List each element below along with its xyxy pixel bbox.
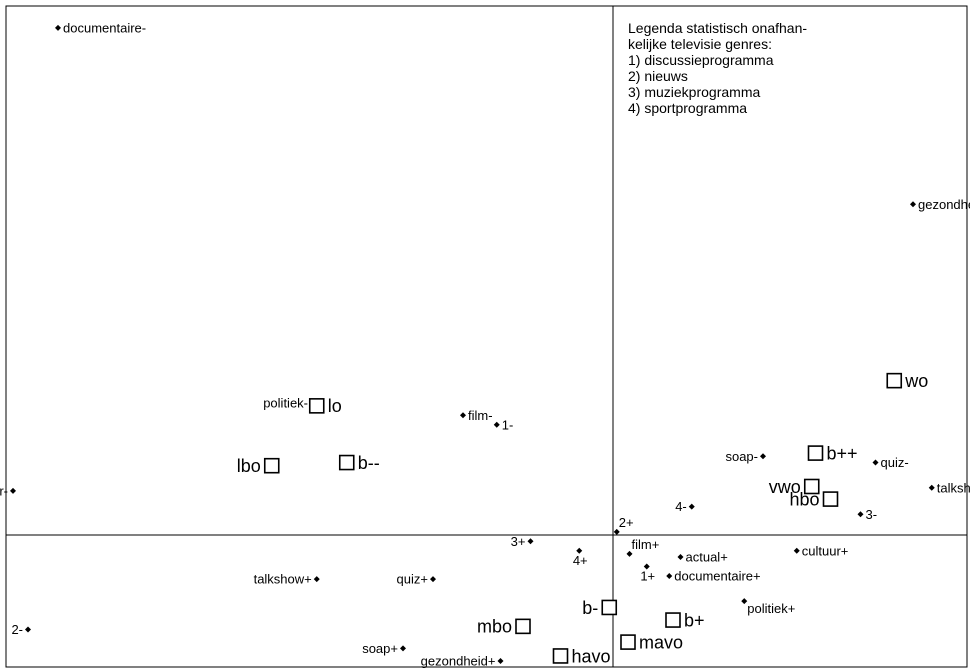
point-label-lbo: lbo xyxy=(237,456,261,476)
diamond-marker-2plus xyxy=(613,528,620,535)
point-label-hbo: hbo xyxy=(789,489,819,509)
point-label-3minus: 3- xyxy=(866,507,878,522)
point-label-bminusminus: b-- xyxy=(358,453,380,473)
point-label-talkshowminus: talkshow- xyxy=(937,480,970,495)
diamond-marker-talkshowminus xyxy=(928,484,935,491)
square-marker-wo xyxy=(886,372,903,389)
square-marker-havo xyxy=(552,648,569,664)
diamond-marker-quizplus xyxy=(430,576,436,583)
legend-line-3: 1) discussieprogramma xyxy=(628,52,774,68)
point-label-quizplus: quiz+ xyxy=(397,572,428,587)
point-label-vwo: vwo xyxy=(769,477,801,497)
point-label-filmminus: film- xyxy=(468,408,493,423)
point-label-2minus: 2- xyxy=(11,622,23,637)
point-label-soapplus: soap+ xyxy=(362,641,398,656)
point-label-filmplus: film+ xyxy=(632,537,660,552)
diamond-marker-documentaireminus xyxy=(55,24,61,31)
legend-line-1: Legenda statistisch onafhan- xyxy=(628,20,808,36)
legend-line-6: 4) sportprogramma xyxy=(628,100,748,116)
square-marker-hbo xyxy=(822,491,839,507)
point-label-cultuurplus: cultuur+ xyxy=(802,543,849,558)
point-label-4plus: 4+ xyxy=(573,553,588,568)
point-label-documentaireplus: documentaire+ xyxy=(674,569,760,584)
point-label-politiekplus: politiek+ xyxy=(747,601,795,616)
diamond-marker-1minus xyxy=(493,421,500,428)
point-label-4minus: 4- xyxy=(675,499,687,514)
diamond-marker-documentaireplus xyxy=(666,572,673,579)
point-label-3plus: 3+ xyxy=(511,534,526,549)
square-marker-bminus xyxy=(601,599,618,616)
point-label-2plus: 2+ xyxy=(619,515,634,530)
point-label-lo: lo xyxy=(328,396,342,416)
point-label-havo: havo xyxy=(572,646,611,666)
point-label-mbo: mbo xyxy=(477,617,512,637)
square-marker-mavo xyxy=(620,634,636,650)
point-label-quizminus: quiz- xyxy=(881,455,909,470)
diamond-marker-talkshowplus xyxy=(313,576,320,583)
point-label-wo: wo xyxy=(904,371,928,391)
square-marker-vwo xyxy=(803,478,820,495)
diamond-marker-2minus xyxy=(25,626,31,633)
point-label-talkshowplus: talkshow+ xyxy=(254,572,312,587)
point-label-documentaireminus: documentaire- xyxy=(63,20,146,35)
point-label-actualplus: actual+ xyxy=(686,550,728,565)
diamond-marker-filmminus xyxy=(460,412,466,419)
square-marker-mbo xyxy=(515,618,531,635)
square-marker-bplusplus xyxy=(807,445,824,461)
legend: Legenda statistisch onafhan- kelijke tel… xyxy=(628,20,807,116)
point-label-cultuurminus: cultuur- xyxy=(0,483,8,498)
square-marker-lbo xyxy=(263,457,280,474)
point-label-gezondheidminus: gezondheid- xyxy=(918,197,970,212)
diamond-marker-3plus xyxy=(527,538,534,545)
square-marker-bplus xyxy=(665,612,681,628)
legend-line-2: kelijke televisie genres: xyxy=(628,36,772,52)
square-marker-lo xyxy=(308,398,325,414)
legend-line-4: 2) nieuws xyxy=(628,68,688,84)
legend-line-5: 3) muziekprogramma xyxy=(628,84,761,100)
diamond-marker-1plus xyxy=(643,563,650,570)
diamond-marker-cultuurminus xyxy=(10,487,16,494)
point-label-bplus: b+ xyxy=(684,610,705,630)
diamond-marker-actualplus xyxy=(677,554,684,561)
point-label-bplusplus: b++ xyxy=(827,443,858,463)
point-label-1minus: 1- xyxy=(502,417,514,432)
point-label-politiekminus: politiek- xyxy=(263,395,308,410)
diamond-marker-cultuurplus xyxy=(793,547,800,554)
diamond-marker-quizminus xyxy=(872,459,879,466)
point-label-1plus: 1+ xyxy=(640,569,655,584)
point-label-soapminus: soap- xyxy=(725,449,758,464)
diamond-marker-soapminus xyxy=(760,453,766,460)
point-label-bminus: b- xyxy=(582,598,598,618)
diamond-marker-gezondheidplus xyxy=(497,658,504,664)
square-marker-bminusminus xyxy=(338,454,355,471)
diamond-marker-gezondheidminus xyxy=(910,201,916,208)
diamond-marker-politiekplus xyxy=(741,598,748,605)
diamond-marker-filmplus xyxy=(626,550,633,557)
diamond-marker-4plus xyxy=(576,547,583,554)
plot-frame xyxy=(5,5,968,668)
point-label-gezondheidplus: gezondheid+ xyxy=(421,654,496,669)
point-label-mavo: mavo xyxy=(639,632,683,652)
diamond-marker-3minus xyxy=(857,511,864,518)
diamond-marker-4minus xyxy=(688,503,695,510)
diamond-marker-soapplus xyxy=(400,645,406,652)
